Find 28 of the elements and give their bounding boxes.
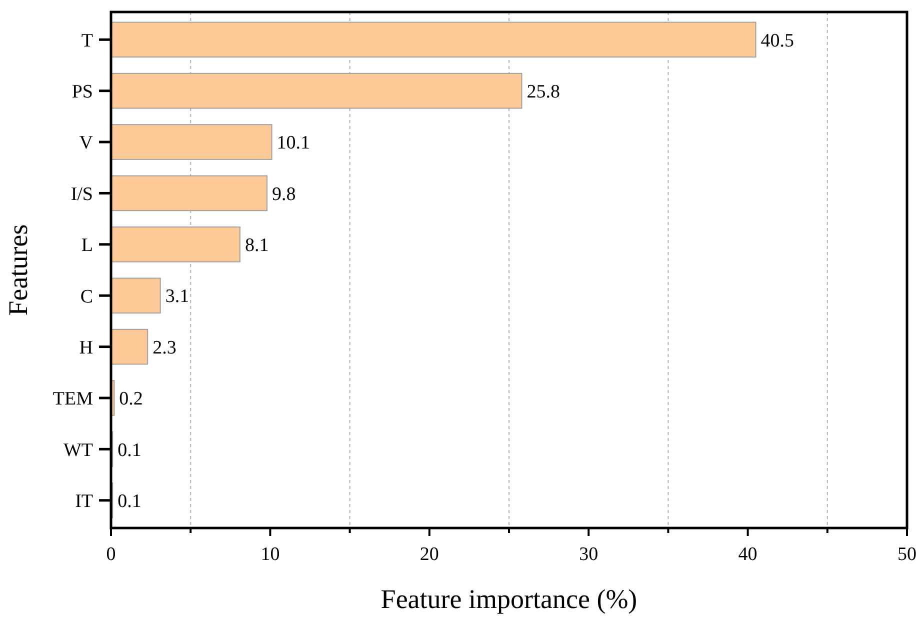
x-tick-label: 40 xyxy=(738,544,758,565)
y-tick-label: V xyxy=(79,132,94,154)
x-tick-label: 20 xyxy=(420,544,439,565)
data-label: 25.8 xyxy=(526,81,560,102)
x-tick-label: 10 xyxy=(260,544,280,565)
data-label: 40.5 xyxy=(760,30,794,52)
y-tick-label: L xyxy=(81,235,93,256)
y-axis-title: Features xyxy=(3,224,33,316)
x-tick-label: 30 xyxy=(579,544,598,565)
y-tick-label: T xyxy=(81,30,94,52)
x-axis-title: Feature importance (%) xyxy=(380,584,638,614)
x-tick-label: 0 xyxy=(106,544,116,565)
y-tick-label: I/S xyxy=(70,184,93,205)
data-label: 2.3 xyxy=(152,337,176,358)
data-label: 8.1 xyxy=(244,235,269,256)
data-label: 0.1 xyxy=(118,491,142,512)
data-label: 10.1 xyxy=(276,132,310,154)
y-tick-label: PS xyxy=(72,81,93,102)
y-tick-label: C xyxy=(80,286,93,308)
y-tick-label: TEM xyxy=(52,388,94,410)
y-tick-label: H xyxy=(79,337,94,358)
x-tick-label: 50 xyxy=(898,544,916,565)
data-label: 0.1 xyxy=(118,440,142,461)
data-label: 3.1 xyxy=(165,286,190,308)
data-label: 0.2 xyxy=(119,388,143,410)
data-label: 9.8 xyxy=(272,184,296,205)
y-tick-label: IT xyxy=(75,491,94,512)
y-tick-label: WT xyxy=(63,440,94,461)
